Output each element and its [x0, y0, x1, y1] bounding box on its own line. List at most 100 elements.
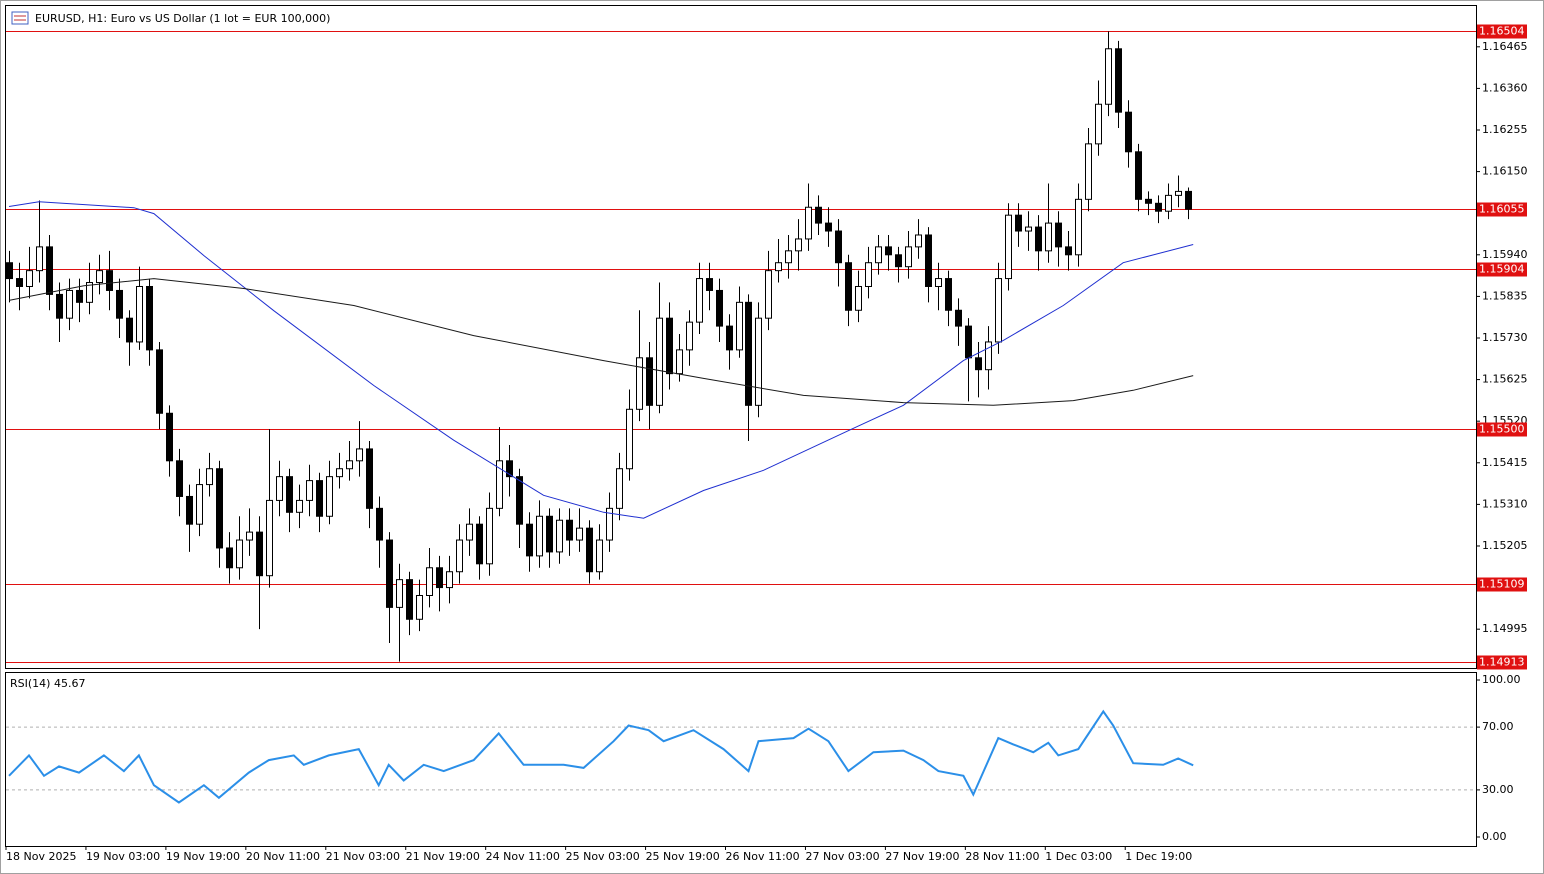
candle-body: [156, 349, 163, 414]
candle-body: [945, 278, 952, 311]
candle-body: [1105, 48, 1112, 105]
candle-body: [236, 539, 243, 569]
y-tick-label: 1.15205: [1482, 539, 1528, 552]
level-label: 1.14913: [1479, 656, 1525, 669]
candle-body: [1015, 214, 1022, 232]
candle-body: [775, 262, 782, 272]
candle-body: [296, 499, 303, 513]
candle-body: [706, 278, 713, 291]
y-tick-label: 1.15835: [1482, 289, 1528, 302]
candle-body: [975, 357, 982, 371]
candle-body: [566, 519, 573, 541]
y-tick-label: 1.16465: [1482, 40, 1528, 53]
candle-body: [536, 515, 543, 557]
candle-body: [486, 507, 493, 565]
candle-body: [1135, 151, 1142, 200]
x-tick-label: 21 Nov 19:00: [406, 850, 480, 863]
moving-average: [8, 278, 1194, 406]
moving-average: [8, 201, 1194, 519]
y-tick-label: 1.16360: [1482, 81, 1528, 94]
candle-body: [795, 238, 802, 252]
candle-body: [376, 507, 383, 541]
candle-body: [396, 579, 403, 608]
candle-body: [586, 527, 593, 573]
candle-body: [895, 254, 902, 268]
level-label: 1.15904: [1479, 263, 1525, 276]
candle-body: [306, 480, 313, 501]
candle-body: [106, 270, 113, 291]
candle-body: [646, 357, 653, 406]
candle-body: [686, 321, 693, 351]
candle-body: [96, 270, 103, 284]
candle-body: [256, 531, 263, 577]
candle-body: [875, 246, 882, 264]
candle-body: [636, 357, 643, 410]
candle-body: [985, 341, 992, 371]
y-tick-label: 1.15415: [1482, 456, 1528, 469]
candle-body: [915, 234, 922, 248]
candle-body: [446, 571, 453, 589]
x-tick-label: 19 Nov 03:00: [86, 850, 160, 863]
candle-body: [845, 262, 852, 311]
candle-body: [126, 317, 133, 343]
candle-body: [36, 246, 43, 272]
rsi-panel: [5, 672, 1477, 847]
candle-body: [556, 519, 563, 553]
x-tick-label: 20 Nov 11:00: [246, 850, 320, 863]
candle-body: [356, 448, 363, 462]
level-tag: [1477, 202, 1527, 217]
x-tick-label: 18 Nov 2025: [6, 850, 76, 863]
candle-body: [216, 468, 223, 549]
candle-body: [1075, 198, 1082, 256]
x-tick-label: 1 Dec 19:00: [1125, 850, 1192, 863]
candle-body: [1115, 48, 1122, 113]
candle-body: [386, 539, 393, 608]
chart-title: EURUSD, H1: Euro vs US Dollar (1 lot = E…: [35, 12, 330, 25]
candle-body: [626, 408, 633, 470]
candle-body: [16, 278, 23, 287]
rsi-line: [8, 709, 1194, 804]
candle-body: [1085, 143, 1092, 200]
candle-body: [935, 278, 942, 287]
x-tick-label: 1 Dec 03:00: [1045, 850, 1112, 863]
candle-body: [136, 285, 143, 343]
candle-body: [925, 234, 932, 287]
candle-body: [1145, 198, 1152, 204]
y-tick-label: 1.15625: [1482, 373, 1528, 386]
candle-body: [785, 250, 792, 264]
y-tick-label: 1.16150: [1482, 165, 1528, 178]
level-tag: [1477, 655, 1527, 670]
candle-body: [426, 567, 433, 597]
candle-body: [656, 317, 663, 406]
candle-body: [436, 567, 443, 589]
candle-body: [1125, 111, 1132, 153]
candle-body: [496, 460, 503, 509]
candle-body: [76, 289, 83, 303]
candle-body: [1175, 190, 1182, 196]
candle-body: [865, 262, 872, 287]
candle-body: [66, 289, 73, 319]
candle-body: [336, 468, 343, 478]
candle-body: [726, 325, 733, 351]
candle-body: [226, 547, 233, 569]
candle-body: [736, 301, 743, 351]
candle-body: [276, 476, 283, 501]
level-label: 1.16504: [1479, 25, 1525, 38]
candle-body: [186, 495, 193, 525]
candle-body: [745, 301, 752, 406]
x-tick-label: 27 Nov 03:00: [805, 850, 879, 863]
x-tick-label: 21 Nov 03:00: [326, 850, 400, 863]
candle-body: [606, 507, 613, 541]
candle-body: [1025, 226, 1032, 232]
candle-body: [1155, 202, 1162, 212]
symbol-icon: [11, 11, 29, 25]
candle-body: [885, 246, 892, 256]
candle-body: [196, 484, 203, 525]
candle-body: [596, 539, 603, 573]
rsi-label: RSI(14) 45.67: [10, 677, 85, 690]
candle-body: [416, 595, 423, 620]
x-tick-label: 26 Nov 11:00: [726, 850, 800, 863]
candle-body: [46, 246, 53, 295]
